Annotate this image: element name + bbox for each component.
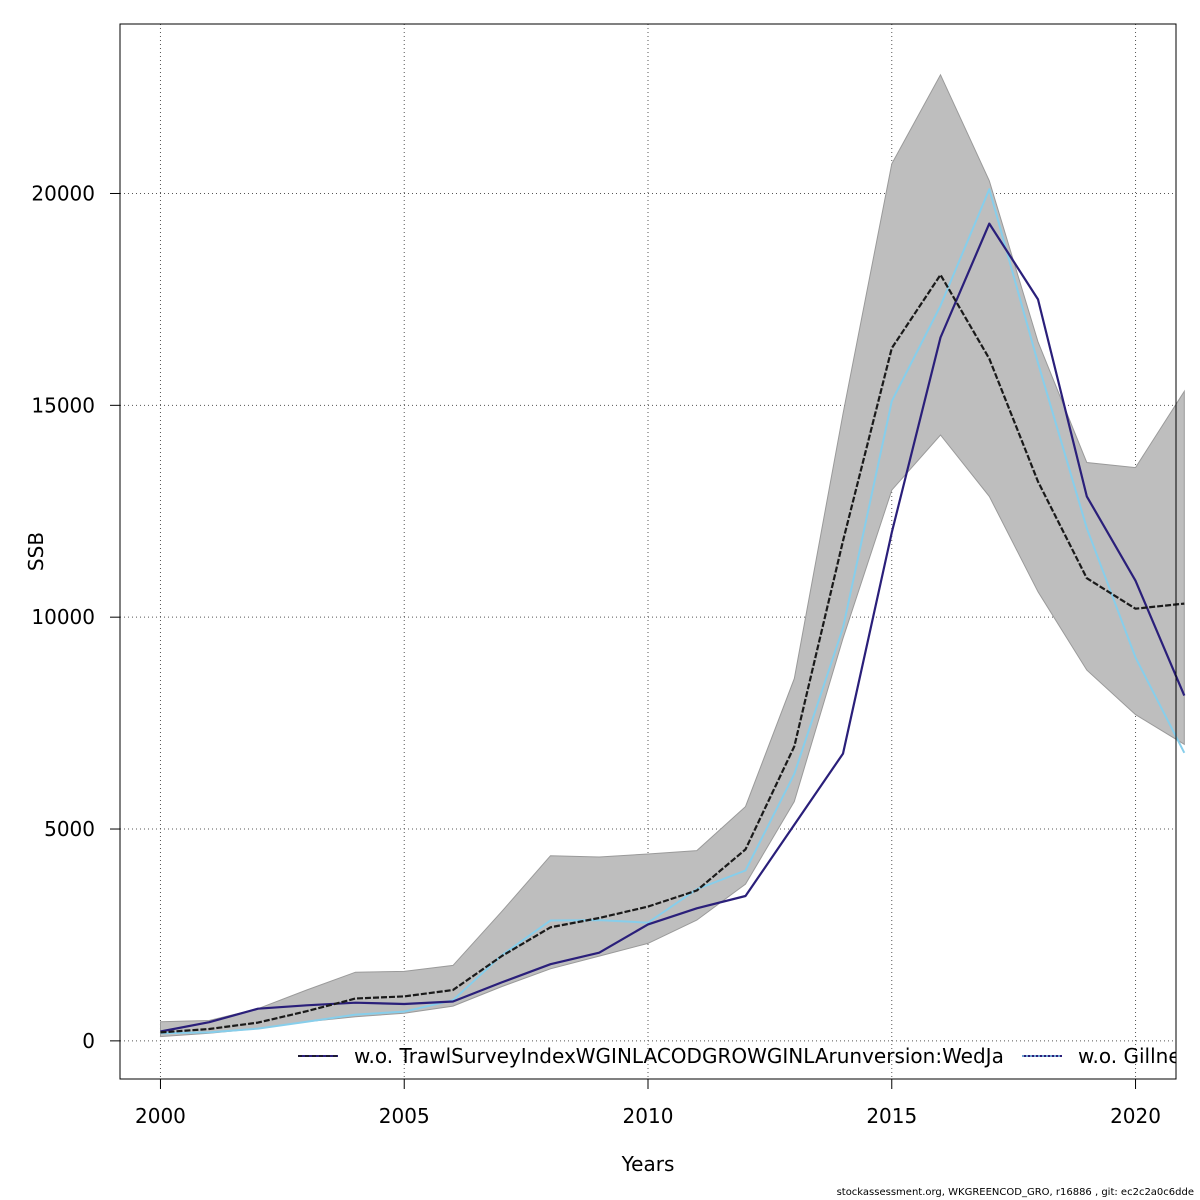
y-axis-title: SSB bbox=[24, 532, 48, 571]
x-tick-label-2020: 2020 bbox=[1110, 1104, 1161, 1128]
y-tick-label-20000: 20000 bbox=[31, 181, 95, 205]
y-tick-label-0: 0 bbox=[82, 1029, 95, 1053]
y-tick-label-5000: 5000 bbox=[44, 817, 95, 841]
x-tick-label-2015: 2015 bbox=[866, 1104, 917, 1128]
series-layer bbox=[160, 188, 1186, 1035]
legend-item-trawl-survey: w.o. TrawlSurveyIndexWGINLACODGROWGINLAr… bbox=[298, 1044, 1004, 1068]
footer-credit: stockassessment.org, WKGREENCOD_GRO, r16… bbox=[836, 1187, 1194, 1198]
x-axis: 2000 2005 2010 2015 2020 bbox=[135, 1079, 1161, 1128]
series-line-gillnet bbox=[160, 188, 1186, 1035]
legend: w.o. TrawlSurveyIndexWGINLACODGROWGINLAr… bbox=[298, 1044, 1181, 1068]
x-axis-title: Years bbox=[621, 1152, 675, 1176]
y-axis: 0 5000 10000 15000 20000 bbox=[31, 181, 120, 1053]
x-tick-label-2005: 2005 bbox=[379, 1104, 430, 1128]
y-tick-label-15000: 15000 bbox=[31, 393, 95, 417]
legend-label: w.o. TrawlSurveyIndexWGINLACODGROWGINLAr… bbox=[354, 1044, 1004, 1068]
confidence-band bbox=[160, 73, 1185, 1038]
legend-item-gillnet: w.o. Gillne bbox=[1022, 1044, 1181, 1068]
x-tick-label-2000: 2000 bbox=[135, 1104, 186, 1128]
x-tick-label-2010: 2010 bbox=[623, 1104, 674, 1128]
series-line-base bbox=[160, 273, 1185, 1034]
legend-label: w.o. Gillne bbox=[1078, 1044, 1181, 1068]
y-tick-label-10000: 10000 bbox=[31, 605, 95, 629]
